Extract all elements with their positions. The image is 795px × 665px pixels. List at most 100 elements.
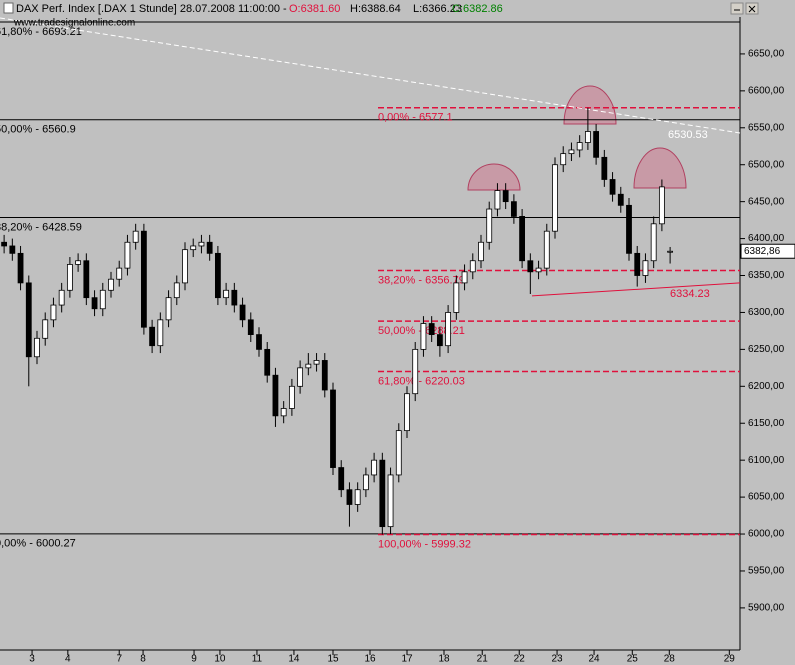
fib-level-label: 61,80% - 6220.03 (378, 375, 465, 387)
y-tick-label: 6200,00 (748, 381, 785, 392)
candle-body (165, 297, 172, 321)
last-price-box (740, 243, 795, 259)
candle-body (149, 326, 156, 347)
y-tick-label: 5950,00 (748, 566, 785, 577)
candle-body (543, 230, 550, 269)
candle-body (108, 278, 114, 291)
candle-body (173, 282, 180, 299)
fib-level-label: 38,20% - 6428.59 (0, 221, 82, 233)
candle-body (519, 216, 526, 262)
x-tick-label: 8 (140, 654, 146, 665)
x-tick-label: 11 (252, 654, 263, 665)
candle-body (338, 467, 345, 491)
candle-body (256, 334, 262, 350)
header-close: C:6382.86 (452, 3, 503, 15)
x-tick-label: 16 (364, 654, 376, 665)
y-tick-label: 6250,00 (748, 344, 785, 355)
candle-body (247, 319, 254, 336)
candle-body (239, 304, 246, 321)
header-high: H:6388.64 (350, 3, 401, 15)
candle-body (634, 252, 641, 276)
candle-body (346, 489, 353, 505)
candle-body (568, 149, 575, 155)
candle-body (75, 260, 82, 265)
x-tick-label: 28 (664, 654, 676, 665)
candle-body (658, 186, 665, 225)
candle-body (584, 131, 591, 143)
candle-body (99, 289, 106, 310)
header-open: O:6381.60 (289, 3, 340, 15)
candle-body (50, 304, 57, 321)
candle-body (617, 193, 624, 206)
y-tick-label: 6300,00 (748, 307, 785, 318)
header-low: L:6366.23 (413, 3, 462, 15)
candle-body (231, 289, 238, 306)
candle-body (83, 260, 90, 299)
candle-body (116, 267, 123, 280)
candle-body (626, 204, 632, 254)
candle-body (535, 267, 542, 273)
trendline (0, 17, 741, 134)
trendline-label: 6334.23 (670, 288, 710, 300)
candle-body (140, 230, 147, 328)
x-tick-label: 18 (438, 654, 450, 665)
candle-body (321, 360, 328, 391)
candle-body (354, 489, 361, 505)
last-price-label: 6382,86 (744, 246, 781, 257)
candle-body (58, 289, 65, 306)
candle-body (486, 208, 493, 243)
candle-body (412, 348, 419, 395)
fib-level-label: 50,00% - 6560.9 (0, 124, 76, 136)
candle-body (461, 271, 468, 284)
candle-body (132, 230, 139, 243)
candle-body (206, 241, 213, 254)
x-tick-label: 3 (29, 654, 35, 665)
candle-body (395, 430, 402, 476)
trendline (531, 282, 741, 297)
candle-body (510, 201, 517, 217)
fib-level-label: 61,80% - 6693.21 (0, 26, 82, 38)
x-tick-label: 29 (724, 654, 736, 665)
minimize-button[interactable] (730, 2, 744, 15)
x-tick-label: 4 (65, 654, 71, 665)
y-tick-label: 6350,00 (748, 270, 785, 281)
candle-body (478, 241, 484, 262)
x-tick-label: 14 (288, 654, 300, 665)
x-tick-label: 21 (477, 654, 489, 665)
candle-body (469, 260, 476, 273)
candle-body (428, 323, 435, 336)
x-tick-label: 24 (588, 654, 600, 665)
left-shoulder (467, 163, 521, 191)
head-shoulders-marks (467, 85, 687, 191)
candle-body (609, 179, 616, 195)
candle-body (404, 393, 410, 432)
candle-body (494, 190, 501, 210)
candle-body (642, 260, 649, 276)
candle-body (576, 142, 583, 151)
candle-body (436, 334, 443, 347)
header-title: DAX Perf. Index [.DAX 1 Stunde] 28.07.20… (16, 3, 287, 15)
candle-body (593, 131, 600, 158)
x-tick-label: 7 (116, 654, 122, 665)
y-tick-label: 6100,00 (748, 455, 785, 466)
y-tick-label: 6500,00 (748, 159, 785, 170)
fib-level-label: 0,00% - 6000.27 (0, 538, 76, 550)
candle-body (667, 250, 674, 253)
candle-body (313, 360, 320, 365)
candle-body (379, 459, 386, 528)
header-icon (3, 2, 14, 14)
fib-level-label: 100,00% - 5999.32 (378, 538, 471, 550)
candle-body (453, 282, 460, 313)
candle-body (190, 245, 197, 251)
candle-body (280, 408, 287, 417)
y-tick-label: 6450,00 (748, 196, 785, 207)
header-bar (0, 0, 795, 17)
candle-body (297, 367, 304, 387)
head (563, 85, 617, 125)
candle-body (66, 264, 73, 291)
candle-body (214, 252, 221, 299)
y-tick-label: 6550,00 (748, 122, 785, 133)
